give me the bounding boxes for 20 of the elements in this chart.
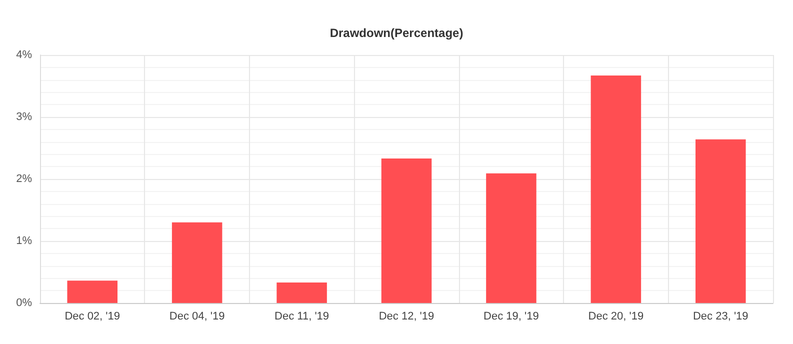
x-tick-label: Dec 02, '19 [64,310,120,322]
bar [486,173,536,303]
y-tick-label: 3% [16,111,32,123]
y-tick-label: 0% [16,297,32,309]
bar [696,139,746,303]
bar [172,222,222,303]
y-tick-label: 2% [16,173,32,185]
x-tick-label: Dec 04, '19 [169,310,225,322]
x-tick-label: Dec 20, '19 [588,310,644,322]
bar [276,282,327,303]
x-tick-label: Dec 11, '19 [274,310,330,322]
bar [590,75,642,303]
bar [67,280,118,303]
x-tick-label: Dec 19, '19 [484,310,539,322]
x-tick-label: Dec 23, '19 [692,310,748,322]
x-tick-label: Dec 12, '19 [378,310,434,322]
bar [381,158,432,303]
chart-title: Drawdown(Percentage) [330,26,464,40]
y-tick-label: 1% [16,235,32,247]
y-tick-label: 4% [16,49,32,61]
